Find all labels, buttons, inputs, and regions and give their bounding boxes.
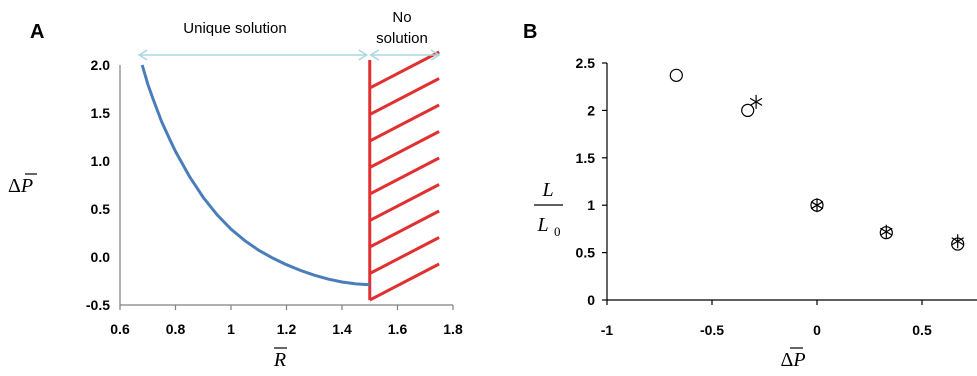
panel-b-x-tick-label: -1 [601, 322, 614, 338]
panel-b-y-tick-label: 2.5 [576, 55, 596, 71]
panel-a-x-ticks: 0.6 0.8 1 1.2 1.4 1.6 1.8 [110, 305, 463, 337]
no-solution-label-line2: solution [376, 30, 428, 47]
panel-b-y-tick-label: 0.5 [576, 245, 596, 261]
panel-a-y-tick-label: 1.0 [91, 153, 111, 169]
no-solution-label-line1: No [392, 9, 411, 26]
panel-a-ylabel-var: P [20, 175, 33, 197]
panel-b-ylabel-den: L [536, 214, 548, 236]
hatch-line [369, 50, 440, 90]
hatch-line [369, 209, 440, 249]
panel-b-x-tick-label: -0.5 [700, 322, 724, 338]
hatch-line [369, 130, 440, 169]
circle-point [669, 68, 683, 82]
region-arrow-head [137, 49, 148, 61]
no-solution-region [368, 50, 440, 302]
panel-b-y-ticks: 2.5 2 1.5 1 0.5 0 [576, 55, 607, 308]
panel-b-y-tick-label: 1.5 [576, 150, 596, 166]
region-arrow-head [430, 49, 441, 61]
panel-b-x-tick-label: 0.5 [912, 322, 932, 338]
panel-a-ylabel-delta: Δ [8, 175, 21, 197]
panel-a-y-tick-label: -0.5 [86, 297, 110, 313]
panel-a-y-ticks: 2.0 1.5 1.0 0.5 0.0 -0.5 [86, 57, 110, 313]
panel-b-xlabel-delta: Δ [780, 349, 793, 371]
panel-a-x-tick-label: 1.2 [277, 321, 297, 337]
star-point [810, 198, 824, 213]
panel-b-points [669, 68, 965, 251]
panel-b-y-tick-label: 1 [587, 197, 595, 213]
panel-a-x-tick-label: 1.4 [332, 321, 352, 337]
star-point [749, 94, 763, 109]
panel-a-x-tick-label: 1.6 [388, 321, 408, 337]
panel-a-x-tick-label: 0.8 [166, 321, 186, 337]
region-arrows [137, 49, 441, 61]
unique-solution-label: Unique solution [183, 20, 286, 37]
star-point [880, 224, 893, 239]
panel-a-x-tick-label: 1 [227, 321, 235, 337]
panel-a-x-tick-label: 1.8 [443, 321, 463, 337]
hatch-line [369, 236, 440, 275]
panel-b-xlabel: ΔP [780, 349, 805, 371]
panel-a-x-tick-label: 0.6 [110, 321, 130, 337]
panel-b-ylabel-num: L [541, 179, 553, 201]
region-arrow-head [369, 49, 380, 61]
hatch-line [369, 77, 440, 116]
hatch-line [369, 183, 440, 222]
panel-a-xlabel: R [273, 349, 286, 371]
panel-a-y-tick-label: 0.5 [91, 201, 111, 217]
panel-b-y-tick-label: 0 [587, 292, 595, 308]
panel-b-x-tick-label: 0 [813, 322, 821, 338]
circle-point [741, 103, 755, 118]
panel-b-xlabel-var: P [792, 349, 805, 371]
star-point [951, 234, 964, 249]
panel-a-label: A [30, 21, 44, 43]
panel-a-y-tick-label: 0.0 [91, 249, 111, 265]
panel-b-x-ticks: -1-0.500.51 [601, 300, 932, 338]
panel-a-y-tick-label: 2.0 [91, 57, 111, 73]
panel-b: B 2.5 2 1.5 1 0.5 0 -1 -0.5 0 0.5 1 L L 0 ΔP [523, 21, 977, 371]
panel-a-y-tick-label: 1.5 [91, 105, 111, 121]
hatch-line [369, 103, 440, 143]
panel-a-ylabel: ΔP [8, 175, 33, 197]
solution-curve [140, 64, 370, 287]
hatch-line [369, 262, 440, 302]
hatch-line [369, 156, 440, 196]
panel-b-y-tick-label: 2 [587, 102, 595, 118]
panel-a: A 2.0 1.5 1.0 0.5 0.0 -0.5 0.6 0.8 1 1.2 1.4 1.6 1.… [8, 9, 463, 371]
region-arrow-head [358, 49, 369, 61]
panel-b-ylabel-den-sub: 0 [554, 224, 561, 239]
panel-b-label: B [523, 21, 537, 43]
